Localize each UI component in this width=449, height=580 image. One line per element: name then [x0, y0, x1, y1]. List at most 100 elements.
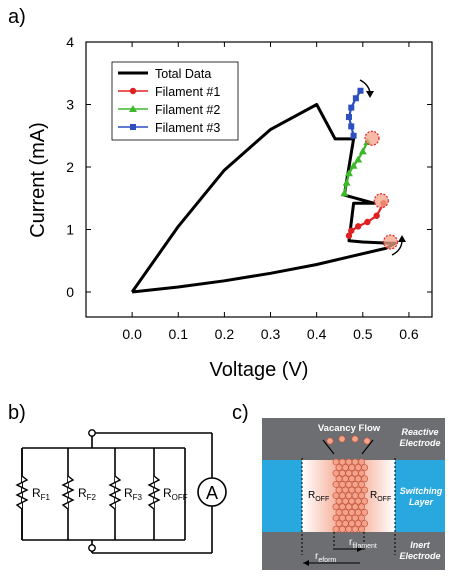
legend-marker-filament-3 — [130, 124, 136, 130]
filament-particle — [335, 509, 343, 516]
filament-particle — [332, 492, 340, 499]
data-point — [348, 104, 355, 111]
legend-marker-filament-2 — [129, 105, 137, 112]
filament-particle — [332, 469, 340, 477]
filament-particle — [358, 514, 365, 522]
panel-label-c: c) — [232, 402, 249, 424]
series-line-1 — [130, 103, 397, 294]
filament-particle — [361, 497, 368, 505]
filament-particle — [341, 520, 349, 527]
vacancy-particles — [326, 435, 371, 445]
filament-particle — [332, 503, 340, 511]
sweep-arrow-top — [359, 79, 371, 93]
filament-particle — [361, 486, 368, 494]
filament-particle — [358, 525, 365, 533]
y-tick-label: 2 — [66, 159, 74, 175]
transition-highlight — [364, 130, 380, 146]
filament-particle — [332, 525, 340, 533]
filament-particle — [341, 486, 349, 494]
filament-particle — [351, 458, 359, 466]
data-point — [354, 155, 363, 163]
filament-particle — [338, 469, 346, 477]
flow-arrow-left — [322, 439, 335, 455]
resistor-off — [147, 475, 161, 510]
filament-particle — [348, 486, 356, 494]
filament-particle — [335, 464, 343, 471]
legend: Total Data Filament #1 Filament #2 Filam… — [111, 61, 239, 141]
data-point — [348, 227, 355, 234]
x-tick-label: 0.4 — [307, 326, 327, 342]
r-eform-label: reform — [315, 551, 336, 564]
data-point — [340, 189, 349, 197]
filament-particle — [345, 492, 353, 499]
filament-particle — [335, 486, 343, 494]
filament-particle — [345, 514, 353, 522]
filament-particle — [354, 464, 362, 471]
data-point — [345, 232, 353, 239]
roff-right-label: ROFF — [370, 490, 391, 503]
sweep-arrow-bottom-head — [398, 235, 406, 242]
y-tick-label: 1 — [66, 222, 74, 238]
filament-particle — [358, 480, 365, 488]
legend-label-filament-1: Filament #1 — [155, 85, 220, 99]
filament-arrow-head — [357, 546, 363, 552]
filament-particles — [332, 458, 368, 533]
transition-highlight — [382, 234, 399, 250]
filament-particle — [354, 486, 362, 494]
filament-particle — [348, 497, 356, 505]
data-point — [342, 178, 351, 186]
switching-layer-left — [262, 460, 302, 532]
y-axis-ticks: 0 1 2 3 4 — [66, 34, 432, 300]
filament-particle — [358, 469, 365, 477]
x-tick-label: 0.1 — [169, 326, 189, 342]
filament-particle — [358, 458, 365, 466]
data-point — [352, 95, 359, 102]
legend-marker-filament-1 — [129, 87, 137, 95]
filament-particle — [351, 480, 359, 488]
vacancy-particle — [338, 435, 346, 443]
filament-particle — [338, 480, 346, 488]
switching-layer-label: Switching — [400, 486, 443, 496]
data-point — [344, 169, 353, 177]
y-axis-label: Current (mA) — [27, 122, 49, 238]
filament-particle — [345, 525, 353, 533]
switching-layer-label-2: Layer — [409, 497, 434, 507]
y-tick-label: 4 — [66, 34, 74, 50]
sweep-arrow-top-head — [366, 91, 374, 98]
filament-particle — [354, 509, 362, 516]
data-point — [348, 123, 355, 130]
filament-particle — [345, 469, 353, 477]
terminal-top — [88, 429, 96, 437]
inert-electrode-label: Inert — [410, 540, 431, 550]
resistor-f2 — [61, 475, 75, 510]
filament-particle — [345, 458, 353, 466]
filament-particle — [338, 514, 346, 522]
filament-particle — [345, 503, 353, 511]
legend-label-filament-2: Filament #2 — [155, 103, 220, 117]
panel-label-b: b) — [8, 402, 26, 424]
filament-particle — [332, 458, 340, 466]
data-point — [358, 147, 367, 155]
filament-particle — [361, 475, 368, 483]
y-tick-label: 3 — [66, 97, 74, 113]
filament-particle — [341, 509, 349, 516]
filament-particle — [358, 492, 365, 499]
x-tick-label: 0.0 — [122, 326, 142, 342]
vacancy-particle — [326, 437, 334, 445]
r-filament-label: rfilament — [349, 537, 377, 550]
switching-layer-right — [395, 460, 445, 532]
x-tick-label: 0.3 — [261, 326, 281, 342]
panel-label-a: a) — [8, 6, 26, 28]
filament-particle — [335, 497, 343, 505]
filament-particle — [335, 475, 343, 483]
data-point — [364, 218, 371, 226]
plot-frame — [85, 41, 433, 318]
filament-particle — [338, 525, 346, 533]
filament-particle — [351, 469, 359, 477]
data-point — [345, 114, 352, 120]
resistor-f3 — [108, 475, 122, 510]
filament-particle — [345, 480, 353, 488]
roff-left-label: ROFF — [308, 490, 329, 503]
data-point — [373, 212, 380, 219]
